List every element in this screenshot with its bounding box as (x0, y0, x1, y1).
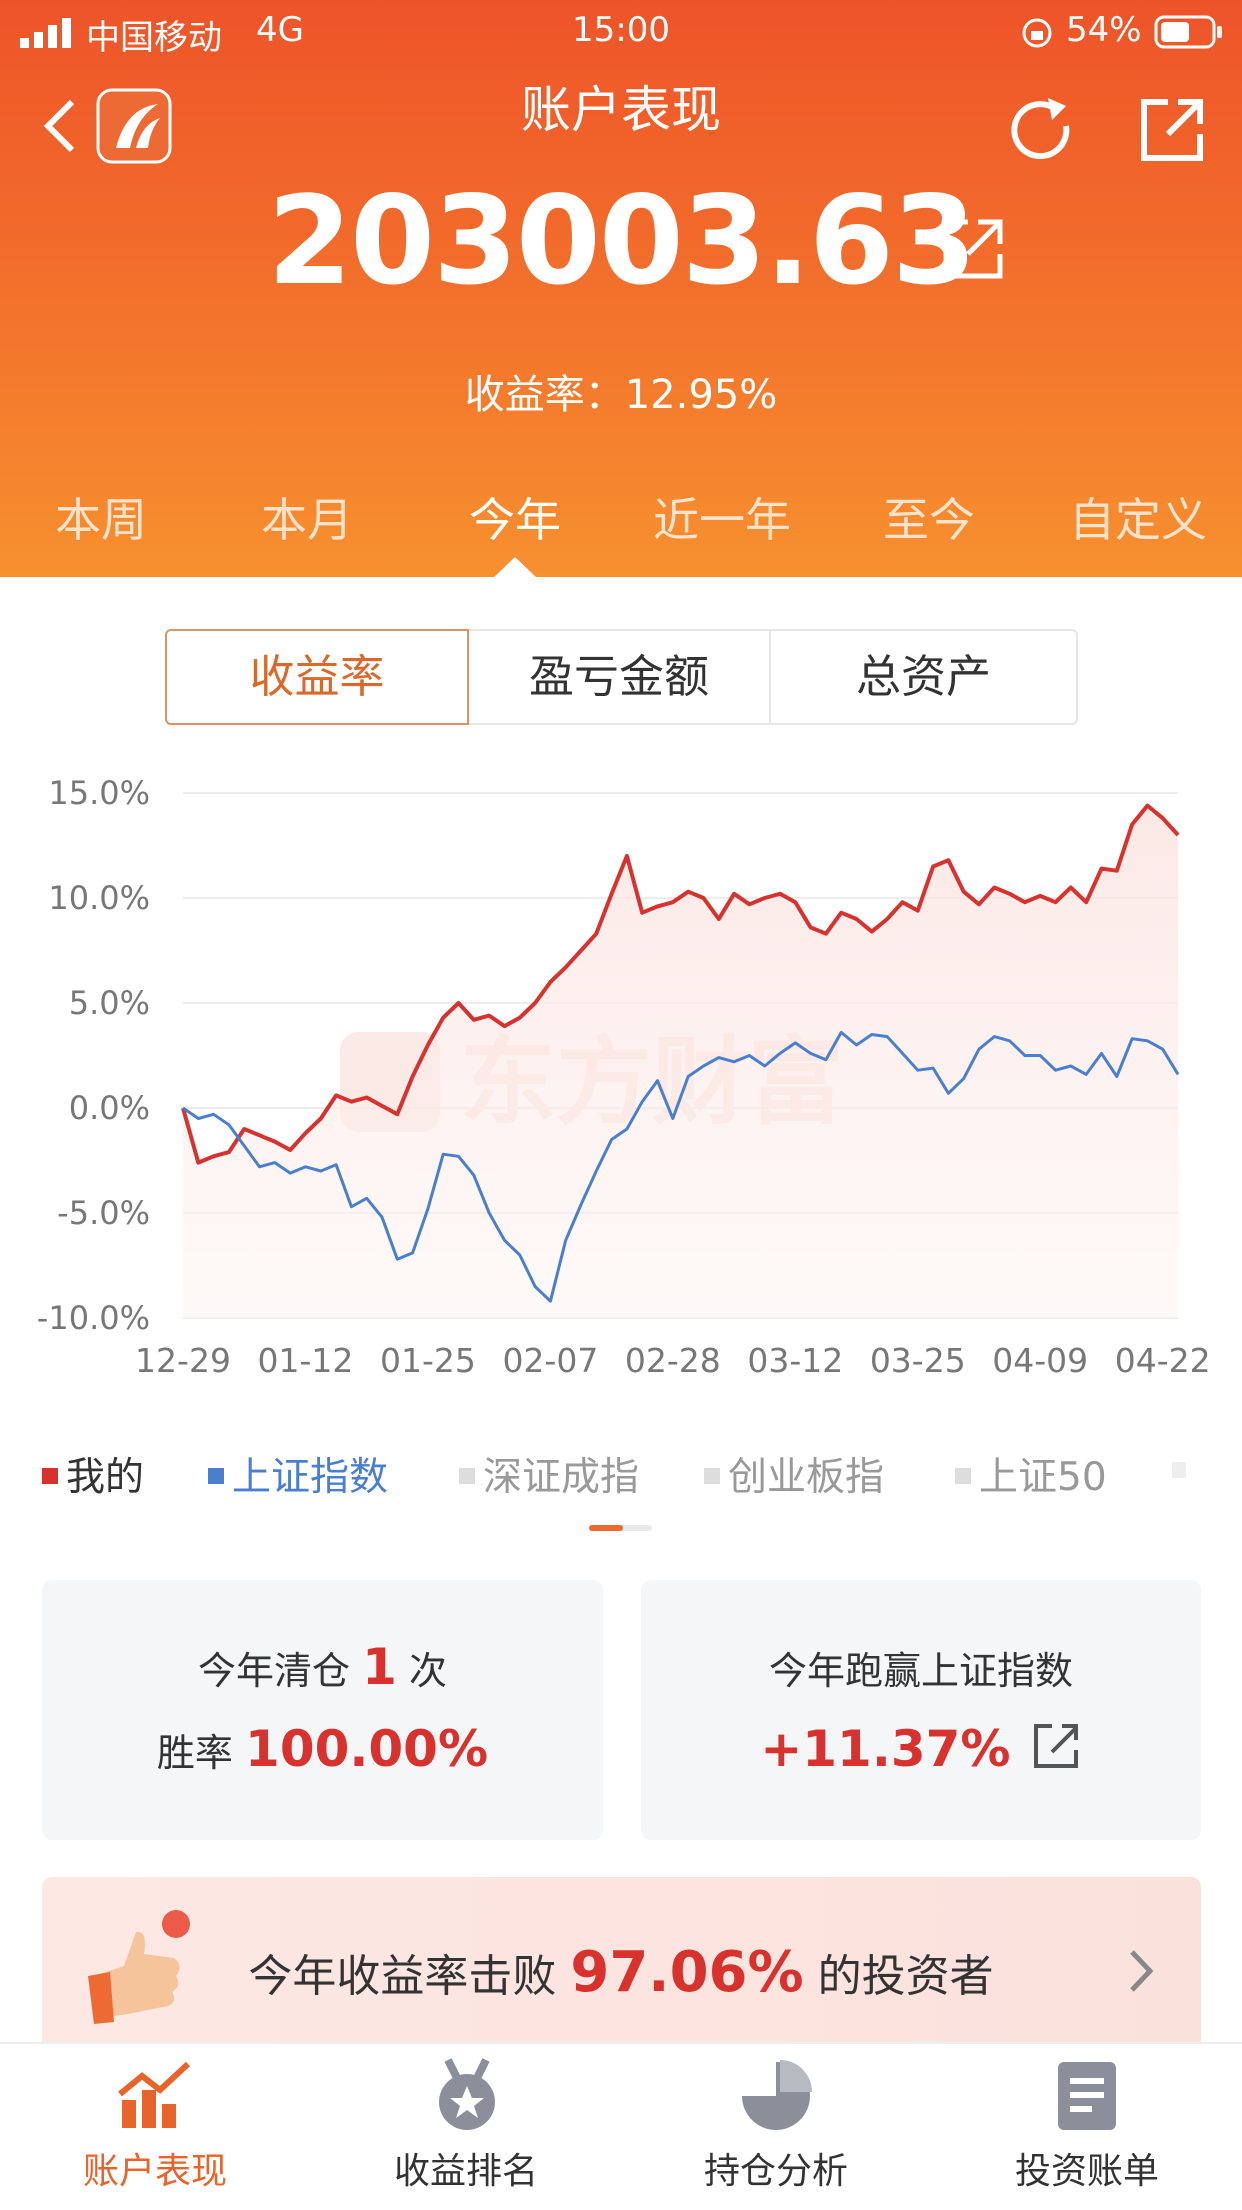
line (182, 1030, 1180, 1303)
legend-swatch (42, 1467, 58, 1484)
beat-label: 今年跑赢上证指数 (768, 1649, 1073, 1693)
x-tick-label: 01-12 (258, 1341, 354, 1380)
return-rate: 收益率：12.95% (464, 372, 778, 418)
win-rate-value: 100.00% (245, 1720, 489, 1778)
legend-label: 创业板指 (728, 1455, 885, 1500)
rank-suffix: 的投资者 (817, 1951, 994, 2002)
legend-swatch (459, 1467, 475, 1484)
line (181, 803, 1180, 1165)
banner-arrow (1130, 1950, 1154, 1992)
bottom-nav (0, 2042, 1242, 2210)
legend-item[interactable]: 上证指数 (208, 1446, 388, 1502)
rank-prefix: 今年收益率击败 (248, 1951, 557, 2002)
rank-value: 97.06% (570, 1940, 804, 2005)
nav-icon (118, 2061, 191, 2128)
x-tick-label: 12-29 (135, 1341, 231, 1380)
carrier: 中国移动 (86, 18, 222, 58)
metric-tab[interactable]: 总资产 (769, 629, 1078, 725)
share-total-button[interactable] (940, 216, 1006, 282)
legend-item[interactable]: 上证50 (955, 1446, 1107, 1502)
nav-label[interactable]: 账户表现 (82, 2151, 227, 2192)
battery-icon (1154, 15, 1222, 49)
app-logo (96, 88, 172, 164)
y-tick-label: 15.0% (48, 774, 150, 812)
period-tab[interactable]: 本月 (261, 493, 353, 547)
legend-label: 上证指数 (232, 1455, 389, 1500)
beat-value: +11.37% (760, 1720, 1011, 1778)
nav-label[interactable]: 持仓分析 (703, 2151, 848, 2192)
clear-line: 今年清仓 1 次 (42, 1638, 603, 1696)
win-rate-label: 胜率 (156, 1731, 233, 1775)
beat-line: +11.37% (641, 1720, 1201, 1778)
legend-label: 深证成指 (483, 1455, 640, 1500)
clear-prefix: 今年清仓 (197, 1649, 350, 1693)
y-tick-label: -5.0% (57, 1194, 150, 1232)
metric-tab[interactable]: 收益率 (165, 629, 469, 725)
legend-swatch (208, 1467, 224, 1484)
rank-line: 今年收益率击败 97.06% 的投资者 (0, 1940, 1242, 2005)
period-tab[interactable]: 今年 (469, 493, 561, 547)
period-tab[interactable]: 至今 (883, 493, 975, 547)
legend-swatch (955, 1467, 971, 1484)
legend-item[interactable]: 创业板指 (704, 1446, 884, 1502)
legend-scrollbar (589, 1525, 652, 1531)
header-bg (0, 0, 1242, 577)
refresh-button[interactable] (1008, 96, 1076, 164)
x-tick-label: 03-12 (747, 1341, 843, 1380)
y-tick-label: 0.0% (69, 1089, 150, 1127)
nav-icon (742, 2060, 812, 2130)
battery-text: 54% (1066, 10, 1142, 50)
tab-pointer (493, 557, 537, 578)
y-tick-label: 10.0% (48, 879, 150, 917)
area (183, 805, 1178, 1318)
back-button[interactable] (40, 96, 80, 156)
period-tab[interactable]: 近一年 (653, 493, 791, 547)
clear-count: 1 (362, 1638, 397, 1696)
y-tick-label: -10.0% (37, 1299, 150, 1337)
beat-share[interactable] (1030, 1720, 1082, 1772)
x-tick-label: 04-22 (1115, 1341, 1211, 1380)
lock-icon (1022, 18, 1052, 48)
legend-item[interactable]: 我的 (42, 1446, 144, 1502)
legend-scroll-thumb (589, 1525, 623, 1531)
clear-card (42, 1580, 603, 1840)
beat-card (641, 1580, 1201, 1840)
x-tick-label: 01-25 (380, 1341, 476, 1380)
x-tick-label: 02-07 (502, 1341, 598, 1380)
thumb-icon (88, 1910, 190, 2024)
network: 4G (256, 10, 304, 50)
win-rate-line: 胜率 100.00% (42, 1720, 603, 1778)
metric-tab[interactable]: 盈亏金额 (467, 629, 771, 725)
share-button[interactable] (1138, 96, 1206, 164)
time: 15:00 (572, 10, 670, 50)
nav-icon (439, 2058, 495, 2130)
clear-suffix: 次 (408, 1649, 447, 1693)
legend-more (1172, 1462, 1186, 1478)
period-tab[interactable]: 自定义 (1069, 493, 1207, 547)
page-title: 账户表现 (521, 81, 721, 139)
nav-icon (1058, 2062, 1116, 2130)
nav-label[interactable]: 投资账单 (1014, 2151, 1159, 2192)
chart: 15.0% 10.0% 5.0% 0.0% -5.0% -10.0% 12-29 01-12 0… (37, 774, 1211, 1380)
legend-label: 我的 (66, 1455, 145, 1500)
x-tick-label: 04-09 (992, 1341, 1088, 1380)
period-tab[interactable]: 本周 (55, 493, 147, 547)
legend-swatch (704, 1467, 720, 1484)
signal-icon (20, 18, 71, 48)
total-assets: 203003.63 (267, 170, 976, 312)
x-tick-label: 03-25 (870, 1341, 966, 1380)
nav-label[interactable]: 收益排名 (393, 2151, 538, 2192)
legend-item[interactable]: 深证成指 (459, 1446, 639, 1502)
x-tick-label: 02-28 (625, 1341, 721, 1380)
y-tick-label: 5.0% (69, 984, 150, 1022)
legend-label: 上证50 (979, 1455, 1107, 1500)
